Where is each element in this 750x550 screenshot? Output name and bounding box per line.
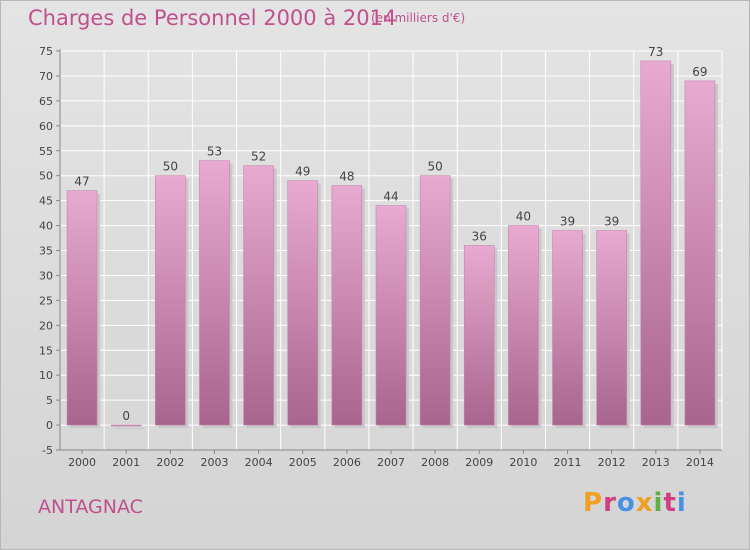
y-tick-label: 45 [39,195,53,208]
logo-letter: P [583,488,604,518]
data-label: 44 [383,190,398,204]
chart-subtitle: (en milliers d'€) [371,11,466,25]
x-tick-label: 2008 [421,456,449,469]
bar [243,165,274,426]
data-label: 0 [122,409,130,423]
x-tick-label: 2006 [333,456,361,469]
y-tick-label: 5 [46,394,53,407]
y-tick-label: 70 [39,70,53,83]
y-tick-label: 65 [39,95,53,108]
data-label: 53 [207,145,222,159]
data-label: 39 [560,215,575,229]
y-tick-label: 40 [39,220,53,233]
data-label: 40 [516,210,531,224]
chart-title: Charges de Personnel 2000 à 2014 [28,6,397,30]
commune-name: ANTAGNAC [38,496,143,518]
x-tick-label: 2005 [289,456,317,469]
x-tick-label: 2004 [245,456,273,469]
x-tick-label: 2007 [377,456,405,469]
data-label: 52 [251,150,266,164]
bar [552,230,583,426]
bar [331,185,363,426]
bar [110,424,142,427]
bar [375,205,407,426]
logo-letter: i [676,488,687,518]
bar [463,245,495,426]
data-label: 39 [604,215,619,229]
y-tick-label: 75 [39,45,53,58]
logo-letter: r [603,488,617,518]
bar [287,180,319,426]
y-tick-label: 60 [39,120,53,133]
data-label: 48 [339,170,354,184]
logo-letter: o [616,488,636,518]
y-tick-label: 10 [39,369,53,382]
y-tick-label: -5 [42,444,53,457]
x-tick-label: 2001 [112,456,140,469]
x-tick-label: 2009 [465,456,493,469]
data-label: 36 [472,230,487,244]
bar [419,175,451,426]
y-tick-label: 15 [39,344,53,357]
x-tick-label: 2013 [642,456,670,469]
logo-letter: t [663,488,677,518]
logo-letter: x [635,488,654,518]
data-label: 50 [427,160,442,174]
data-label: 50 [163,160,178,174]
x-tick-label: 2011 [554,456,582,469]
y-tick-label: 20 [39,319,53,332]
y-tick-label: 25 [39,294,53,307]
bar [199,160,230,426]
bar [66,190,98,426]
y-tick-label: 0 [46,419,53,432]
x-tick-label: 2014 [686,456,714,469]
data-label: 69 [692,65,707,79]
y-tick-label: 55 [39,145,53,158]
x-tick-label: 2003 [200,456,228,469]
y-tick-label: 35 [39,245,53,258]
bar [684,80,716,426]
x-tick-label: 2010 [509,456,537,469]
x-tick-label: 2002 [156,456,184,469]
y-tick-label: 50 [39,170,53,183]
logo-letter: i [653,488,664,518]
x-tick-label: 2000 [68,456,96,469]
bar [640,60,672,426]
data-label: 47 [74,175,89,189]
data-label: 73 [648,45,663,59]
bar [155,175,186,426]
data-label: 49 [295,165,310,179]
bar-shadow [114,428,145,430]
bar [508,225,539,426]
x-tick-label: 2012 [598,456,626,469]
bar [596,230,627,426]
y-tick-label: 30 [39,269,53,282]
proxiti-logo[interactable]: Proxiti [583,488,687,518]
